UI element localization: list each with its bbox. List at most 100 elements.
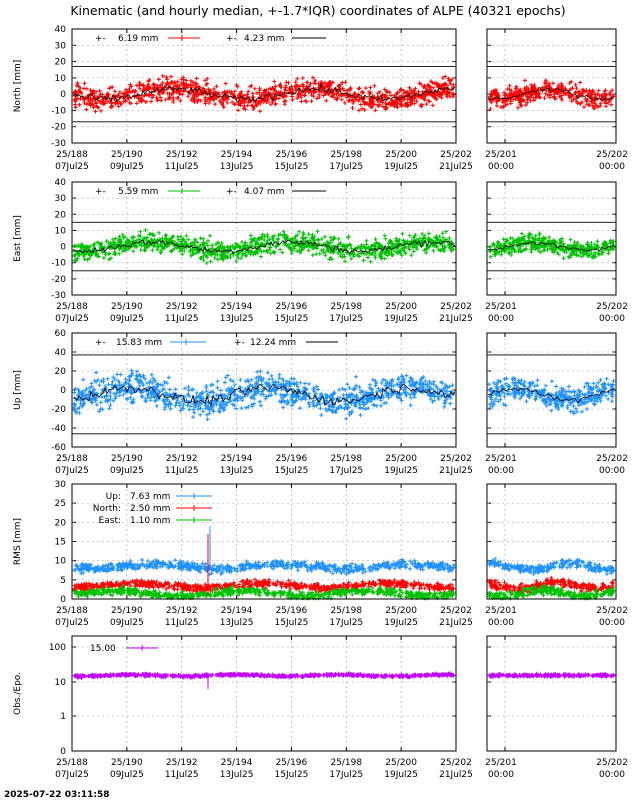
y-tick-label: 15 — [55, 538, 66, 548]
y-tick-label: -10 — [51, 259, 66, 269]
up-zoom-frame — [486, 332, 617, 448]
north-plot-frame — [71, 28, 457, 144]
legend-value: 4.23 mm — [244, 34, 284, 44]
y-tick-label: -10 — [51, 106, 66, 116]
x-tick-label: 17Jul25 — [329, 162, 363, 172]
y-tick-label: 10 — [55, 226, 67, 236]
obs-per-epoch-series — [72, 671, 616, 681]
obs-plot-frame — [71, 635, 457, 752]
y-tick-label: 10 — [55, 678, 67, 688]
y-tick-label: 30 — [55, 194, 67, 204]
x-tick-label: 25/196 — [276, 606, 308, 616]
x-tick-label: 25/190 — [111, 758, 143, 768]
x-tick-label: 25/198 — [330, 150, 362, 160]
y-tick-label: 40 — [55, 25, 67, 35]
x-tick-label: 25/194 — [221, 606, 253, 616]
x-tick-label: 15Jul25 — [275, 466, 309, 476]
x-tick-label: 25/198 — [330, 758, 362, 768]
x-tick-label: 25/198 — [330, 302, 362, 312]
x-tick-label: 13Jul25 — [220, 314, 254, 324]
rms-zoom-frame — [486, 483, 617, 600]
x-tick-label: 00:00 — [599, 770, 625, 780]
east-kinematic-points-zoom — [487, 231, 616, 261]
legend-prefix: +- — [226, 34, 237, 44]
y-tick-label: 20 — [55, 518, 67, 528]
x-tick-label: 25/201 — [485, 606, 517, 616]
east-zoom-frame — [486, 181, 617, 296]
x-tick-label: 25/194 — [221, 150, 253, 160]
y-tick-label: -60 — [51, 443, 66, 453]
x-tick-label: 25/201 — [485, 758, 517, 768]
y-tick-label: 0 — [60, 90, 66, 100]
x-tick-label: 07Jul25 — [55, 618, 89, 628]
legend-swatch-marker — [179, 188, 185, 194]
legend-value: 15.83 mm — [116, 338, 162, 348]
x-tick-label: 25/202 — [596, 150, 628, 160]
x-tick-label: 25/202 — [440, 302, 472, 312]
x-tick-label: 25/196 — [276, 454, 308, 464]
x-tick-label: 13Jul25 — [220, 466, 254, 476]
y-tick-label: -20 — [51, 123, 66, 133]
legend-prefix: +- — [95, 338, 106, 348]
up-median-line — [72, 383, 456, 407]
x-tick-label: 25/188 — [56, 758, 88, 768]
y-tick-label: 10 — [55, 557, 67, 567]
legend-series-name: Up: — [106, 492, 121, 502]
x-tick-label: 25/196 — [276, 150, 308, 160]
x-tick-label: 25/200 — [385, 302, 417, 312]
x-tick-label: 19Jul25 — [384, 770, 418, 780]
up-kinematic-points — [72, 368, 456, 422]
x-tick-label: 11Jul25 — [165, 314, 199, 324]
legend-prefix: +- — [234, 338, 245, 348]
x-tick-label: 11Jul25 — [165, 770, 199, 780]
legend-prefix: +- — [95, 34, 106, 44]
x-tick-label: 25/201 — [485, 454, 517, 464]
y-tick-label: -30 — [51, 139, 66, 149]
up-plot-frame — [71, 332, 457, 448]
rms-series-east — [72, 583, 616, 601]
x-tick-label: 25/196 — [276, 758, 308, 768]
legend-swatch-marker — [179, 35, 185, 41]
x-tick-label: 09Jul25 — [110, 618, 144, 628]
x-tick-label: 00:00 — [599, 466, 625, 476]
x-tick-label: 00:00 — [488, 618, 514, 628]
x-tick-label: 00:00 — [488, 162, 514, 172]
rms-plot-frame — [71, 483, 457, 600]
legend-series-name: North: — [93, 504, 121, 514]
x-tick-label: 25/200 — [385, 758, 417, 768]
x-tick-label: 19Jul25 — [384, 466, 418, 476]
x-tick-label: 13Jul25 — [220, 618, 254, 628]
legend-value: 4.07 mm — [244, 187, 284, 197]
y-tick-label: 40 — [55, 178, 67, 188]
x-tick-label: 00:00 — [599, 314, 625, 324]
y-tick-label: 100 — [49, 643, 66, 653]
legend-swatch-marker — [139, 645, 145, 651]
x-tick-label: 17Jul25 — [329, 618, 363, 628]
up-median-line-zoom — [487, 387, 615, 404]
legend-swatch-marker — [183, 339, 189, 345]
x-tick-label: 17Jul25 — [329, 466, 363, 476]
x-tick-label: 07Jul25 — [55, 162, 89, 172]
east-kinematic-series — [72, 228, 616, 265]
legend-series-name: East: — [99, 516, 121, 526]
x-tick-label: 09Jul25 — [110, 466, 144, 476]
x-tick-label: 21Jul25 — [439, 618, 473, 628]
x-tick-label: 25/198 — [330, 606, 362, 616]
x-tick-label: 15Jul25 — [275, 770, 309, 780]
x-tick-label: 25/190 — [111, 454, 143, 464]
legend-value: 12.24 mm — [250, 338, 296, 348]
y-tick-label: 0 — [60, 243, 66, 253]
east-median-line-zoom — [487, 241, 615, 252]
legend-value: 7.63 mm — [130, 492, 170, 502]
x-tick-label: 25/188 — [56, 606, 88, 616]
x-tick-label: 15Jul25 — [275, 618, 309, 628]
x-tick-label: 25/194 — [221, 758, 253, 768]
x-tick-label: 25/190 — [111, 150, 143, 160]
y-tick-label: 1 — [60, 712, 66, 722]
y-tick-label: -20 — [51, 405, 66, 415]
legend-swatch-marker — [191, 505, 197, 511]
x-tick-label: 25/194 — [221, 302, 253, 312]
chart-panels: 403020100-10-20-3025/18807Jul2525/19009J… — [13, 25, 628, 780]
x-tick-label: 07Jul25 — [55, 770, 89, 780]
x-tick-label: 07Jul25 — [55, 466, 89, 476]
